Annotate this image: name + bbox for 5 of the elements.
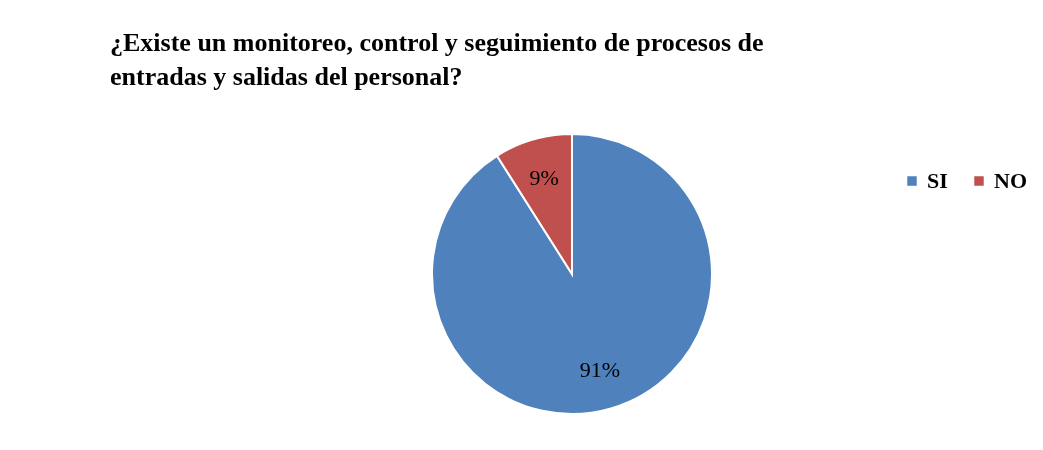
data-label: 9% — [529, 164, 559, 190]
chart-title: ¿Existe un monitoreo, control y seguimiento de procesos de entradas y salidas del personal? — [110, 28, 764, 91]
legend-label: NO — [994, 168, 1027, 193]
data-label: 91% — [579, 357, 621, 383]
legend-label: SI — [927, 168, 948, 193]
